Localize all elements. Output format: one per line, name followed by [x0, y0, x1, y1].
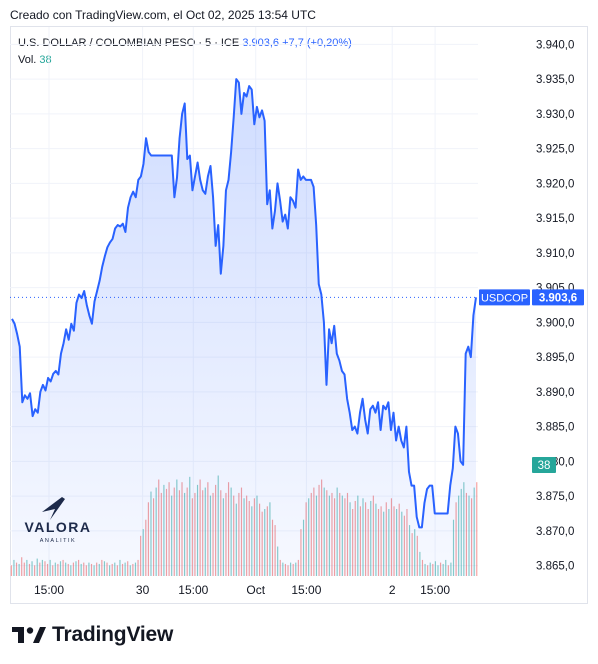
y-tick-label: 3.940,0 [536, 39, 574, 51]
price-tag-symbol: USDCOP [481, 292, 528, 304]
legend-price: 3.903,6 [242, 37, 280, 49]
legend-volume-label: Vol. [18, 54, 37, 66]
y-tick-label: 3.875,0 [536, 491, 574, 503]
valora-logo-icon [42, 497, 65, 520]
x-tick-label: Oct [246, 583, 265, 597]
valora-watermark: VALORA ANALITIK [24, 497, 91, 544]
chart-caption: Creado con TradingView.com, el Oct 02, 2… [10, 8, 316, 22]
y-tick-label: 3.915,0 [536, 213, 574, 225]
x-tick-label: 15:00 [178, 583, 208, 597]
tradingview-logo-icon [12, 627, 46, 643]
price-area-fill [12, 79, 476, 577]
y-tick-label: 3.925,0 [536, 144, 574, 156]
volume-bar [10, 565, 12, 576]
y-tick-label: 3.910,0 [536, 248, 574, 260]
y-tick-label: 3.885,0 [536, 422, 574, 434]
x-tick-label: 15:00 [420, 583, 450, 597]
legend-symbol-row: U.S. DOLLAR / COLOMBIAN PESO · 5 · ICE 3… [18, 35, 352, 52]
x-tick-label: 15:00 [34, 583, 64, 597]
y-tick-label: 3.870,0 [536, 526, 574, 538]
volume-bar [476, 482, 478, 576]
x-tick-label: 2 [389, 583, 396, 597]
x-tick-label: 15:00 [291, 583, 321, 597]
price-tag-background [479, 289, 530, 306]
volume-label-background [532, 457, 556, 473]
price-area [11, 78, 477, 577]
current-price-label: 3.903,6 [539, 292, 577, 304]
legend-change: +7,7 (+0,20%) [282, 37, 352, 49]
y-tick-label: 3.895,0 [536, 352, 574, 364]
price-line [11, 78, 477, 529]
y-tick-label: 3.920,0 [536, 178, 574, 190]
y-tick-label: 3.865,0 [536, 561, 574, 573]
current-volume-label: 38 [538, 460, 551, 472]
y-tick-label: 3.890,0 [536, 387, 574, 399]
watermark-brand: VALORA [24, 519, 91, 535]
watermark-sub: ANALITIK [40, 538, 76, 544]
y-tick-label: 3.935,0 [536, 74, 574, 86]
legend-symbol: U.S. DOLLAR / COLOMBIAN PESO · 5 · ICE [18, 37, 240, 49]
tradingview-logo[interactable]: TradingView [12, 620, 173, 650]
y-axis: 3.865,03.870,03.875,03.880,03.885,03.890… [536, 39, 574, 572]
x-axis: 15:00 30 15:00 Oct 15:00 2 15:00 [34, 583, 450, 597]
y-tick-label: 3.930,0 [536, 109, 574, 121]
x-tick-label: 30 [136, 583, 150, 597]
tradingview-logo-text: TradingView [52, 623, 174, 646]
price-label-background [532, 289, 584, 306]
y-tick-label: 3.900,0 [536, 317, 574, 329]
price-labels: USDCOP 3.903,6 38 [10, 289, 584, 473]
chart-frame[interactable] [10, 26, 588, 604]
